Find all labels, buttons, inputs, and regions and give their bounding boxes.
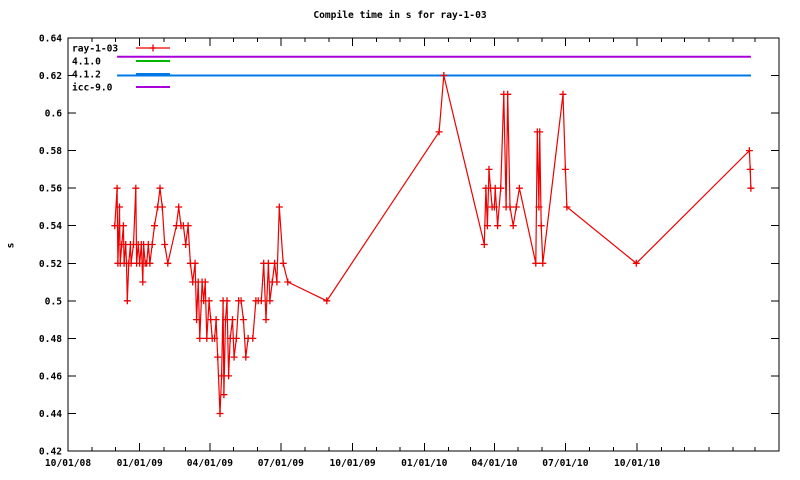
- series-markers-ray-1-03: [111, 72, 755, 417]
- plot-border: [67, 37, 780, 452]
- y-tick-label: 0.6: [45, 109, 63, 120]
- y-tick-label: 0.5: [45, 296, 63, 307]
- x-tick-label: 10/01/08: [45, 458, 91, 469]
- y-tick-label: 0.64: [39, 34, 62, 45]
- x-tick-label: 10/01/09: [329, 458, 375, 469]
- series-line-ray-1-03: [114, 75, 752, 414]
- x-tick-label: 07/01/10: [542, 458, 588, 469]
- x-tick-label: 07/01/09: [258, 458, 304, 469]
- legend-label-4.1.0: 4.1.0: [72, 57, 101, 68]
- y-tick-label: 0.52: [39, 259, 62, 270]
- x-tick-label: 01/01/09: [117, 458, 163, 469]
- legend-marker-ray-1-03: [149, 44, 157, 52]
- y-tick-label: 0.42: [39, 447, 62, 458]
- legend-label-4.1.2: 4.1.2: [72, 70, 101, 81]
- x-tick-label: 01/01/10: [401, 458, 447, 469]
- chart-title: Compile time in s for ray-1-03: [313, 10, 487, 21]
- y-tick-label: 0.58: [39, 146, 62, 157]
- legend-label-ray-1-03: ray-1-03: [72, 44, 118, 55]
- x-tick-label: 10/01/10: [614, 458, 660, 469]
- y-tick-label: 0.54: [39, 221, 62, 232]
- legend-label-icc-9.0: icc-9.0: [72, 82, 113, 94]
- y-tick-label: 0.46: [39, 371, 62, 382]
- x-tick-label: 04/01/10: [471, 458, 517, 469]
- y-tick-label: 0.44: [39, 409, 62, 420]
- y-tick-label: 0.48: [39, 334, 62, 345]
- y-tick-label: 0.56: [39, 184, 62, 195]
- x-tick-label: 04/01/09: [187, 458, 233, 469]
- y-tick-label: 0.62: [39, 71, 62, 82]
